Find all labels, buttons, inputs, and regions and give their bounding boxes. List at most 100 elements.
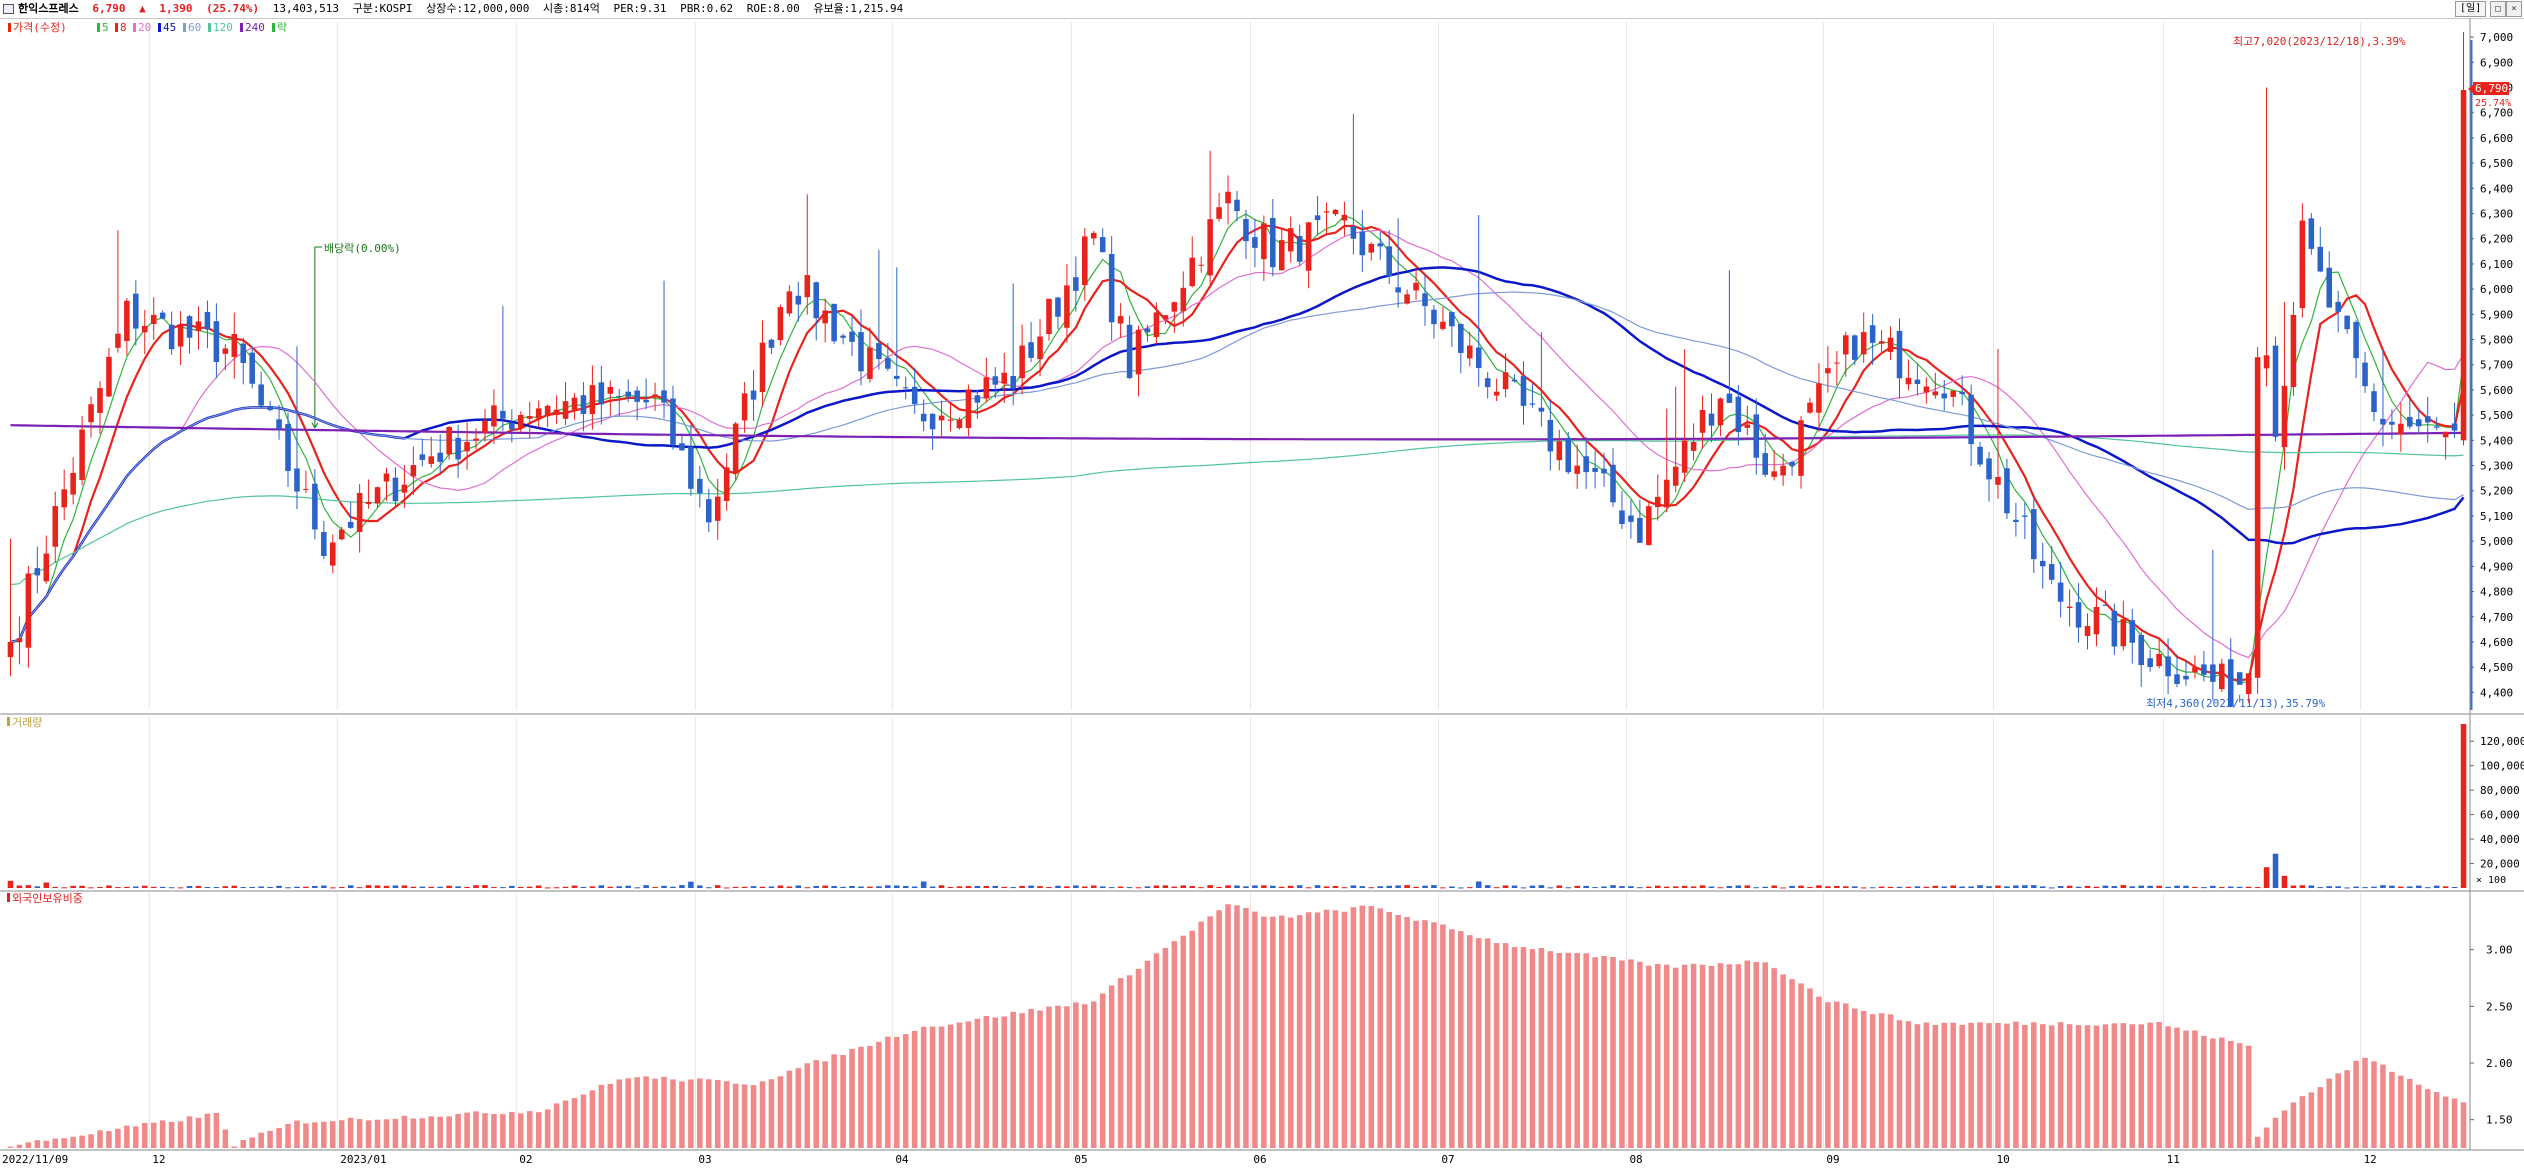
- candle-body: [1655, 496, 1661, 508]
- foreign-ratio-bar: [1583, 953, 1589, 1148]
- foreign-ratio-bar: [25, 1142, 32, 1148]
- volume-bar: [1493, 887, 1500, 889]
- foreign-ratio-bar: [2192, 1030, 2198, 1148]
- volume-bar: [938, 885, 945, 888]
- volume-bar: [2129, 886, 2136, 888]
- candle-body: [786, 291, 793, 314]
- volume-bar: [535, 885, 542, 888]
- foreign-ratio-bar: [1144, 960, 1151, 1148]
- candle-body: [141, 326, 148, 333]
- candle-body: [1923, 386, 1930, 393]
- candle-body: [1905, 377, 1912, 385]
- volume-bar: [1538, 885, 1545, 888]
- x-tick-label: 06: [1253, 1153, 1266, 1166]
- volume-bar: [634, 887, 640, 889]
- foreign-ratio-bar: [2290, 1102, 2297, 1148]
- foreign-ratio-bar: [1511, 947, 1518, 1148]
- foreign-ratio-bar: [106, 1131, 112, 1148]
- volume-bar: [1440, 887, 1446, 889]
- foreign-ratio-bar: [1520, 947, 1527, 1148]
- candle-body: [410, 465, 417, 477]
- volume-bar: [2353, 886, 2359, 888]
- foreign-ratio-bar: [1413, 920, 1419, 1148]
- volume-bar: [1547, 887, 1554, 889]
- volume-bar: [1431, 885, 1437, 888]
- volume-bar: [204, 886, 211, 888]
- candle-body: [97, 388, 103, 413]
- volume-bar: [124, 886, 130, 888]
- candle-body: [2048, 564, 2055, 580]
- volume-bar: [1422, 885, 1428, 888]
- volume-bar: [2389, 885, 2395, 888]
- foreign-ratio-bar: [1896, 1020, 1903, 1148]
- foreign-ratio-bar: [437, 1116, 443, 1148]
- volume-bar: [1690, 886, 1697, 888]
- candle-body: [1628, 515, 1634, 522]
- candle-body: [1708, 413, 1715, 426]
- volume-bar: [2290, 885, 2297, 888]
- candle-body: [2371, 391, 2377, 413]
- y-tick-label: 6,000: [2480, 283, 2513, 296]
- foreign-ratio-bar: [723, 1081, 730, 1148]
- volume-bar: [1520, 887, 1527, 889]
- volume-bar: [2111, 886, 2118, 888]
- volume-bar: [840, 886, 846, 888]
- volume-bar: [2344, 887, 2350, 889]
- y-tick-label: 5,800: [2480, 334, 2513, 347]
- candle-body: [1681, 440, 1688, 473]
- volume-bar: [1278, 886, 1285, 888]
- candle-body: [526, 416, 533, 419]
- volume-bar: [500, 887, 506, 889]
- candle-body: [2156, 653, 2162, 667]
- volume-bar: [1270, 885, 1276, 888]
- volume-bar: [150, 886, 157, 888]
- foreign-ratio-bar: [661, 1076, 667, 1148]
- foreign-ratio-bar: [1090, 1001, 1097, 1148]
- y-tick-label: 5,100: [2480, 510, 2513, 523]
- volume-bar: [34, 886, 41, 888]
- candle-body: [867, 347, 873, 379]
- candle-body: [992, 376, 999, 385]
- foreign-ratio-bar: [1073, 1002, 1079, 1148]
- candles: [7, 32, 2467, 708]
- foreign-ratio-bar: [1350, 907, 1357, 1148]
- candle-body: [768, 339, 775, 348]
- volume-bar: [1252, 885, 1258, 888]
- candle-body: [2344, 315, 2350, 330]
- foreign-ratio-bar: [1010, 1011, 1016, 1148]
- candle-body: [1878, 341, 1885, 344]
- candle-body: [473, 438, 479, 441]
- volume-bar: [1404, 885, 1410, 888]
- volume-bar: [544, 887, 551, 889]
- candle-body: [34, 568, 41, 576]
- restore-icon[interactable]: □: [2490, 1, 2506, 17]
- volume-bar: [2236, 886, 2243, 888]
- candle-body: [115, 333, 121, 348]
- candle-body: [1064, 285, 1070, 328]
- foreign-ratio-bar: [1395, 915, 1401, 1148]
- volume-bar: [294, 886, 300, 888]
- period-button[interactable]: [일]: [2455, 1, 2487, 17]
- foreign-ratio-bar: [7, 1146, 14, 1148]
- candle-body: [1010, 375, 1016, 389]
- foreign-ratio-bar: [643, 1076, 649, 1148]
- candle-body: [1726, 393, 1733, 403]
- foreign-ratio-bar: [1359, 905, 1366, 1148]
- foreign-ratio-bar: [2031, 1022, 2037, 1148]
- candle-body: [1207, 219, 1213, 276]
- volume-bar: [1807, 886, 1813, 888]
- volume-bar: [902, 885, 909, 888]
- foreign-ratio-bar: [1914, 1024, 1921, 1148]
- candle-body: [1216, 207, 1222, 219]
- candle-body: [607, 386, 614, 394]
- volume-bar: [2451, 886, 2458, 888]
- close-icon[interactable]: ×: [2506, 1, 2522, 17]
- candle-body: [2147, 658, 2153, 667]
- volume-bar: [473, 885, 479, 888]
- foreign-ratio-bar: [697, 1078, 703, 1148]
- y-tick-label: 4,900: [2480, 560, 2513, 573]
- foreign-ratio-bar: [2004, 1023, 2010, 1148]
- volume-bar: [1010, 887, 1016, 889]
- candle-body: [518, 414, 524, 428]
- legend-swatch: [272, 23, 275, 32]
